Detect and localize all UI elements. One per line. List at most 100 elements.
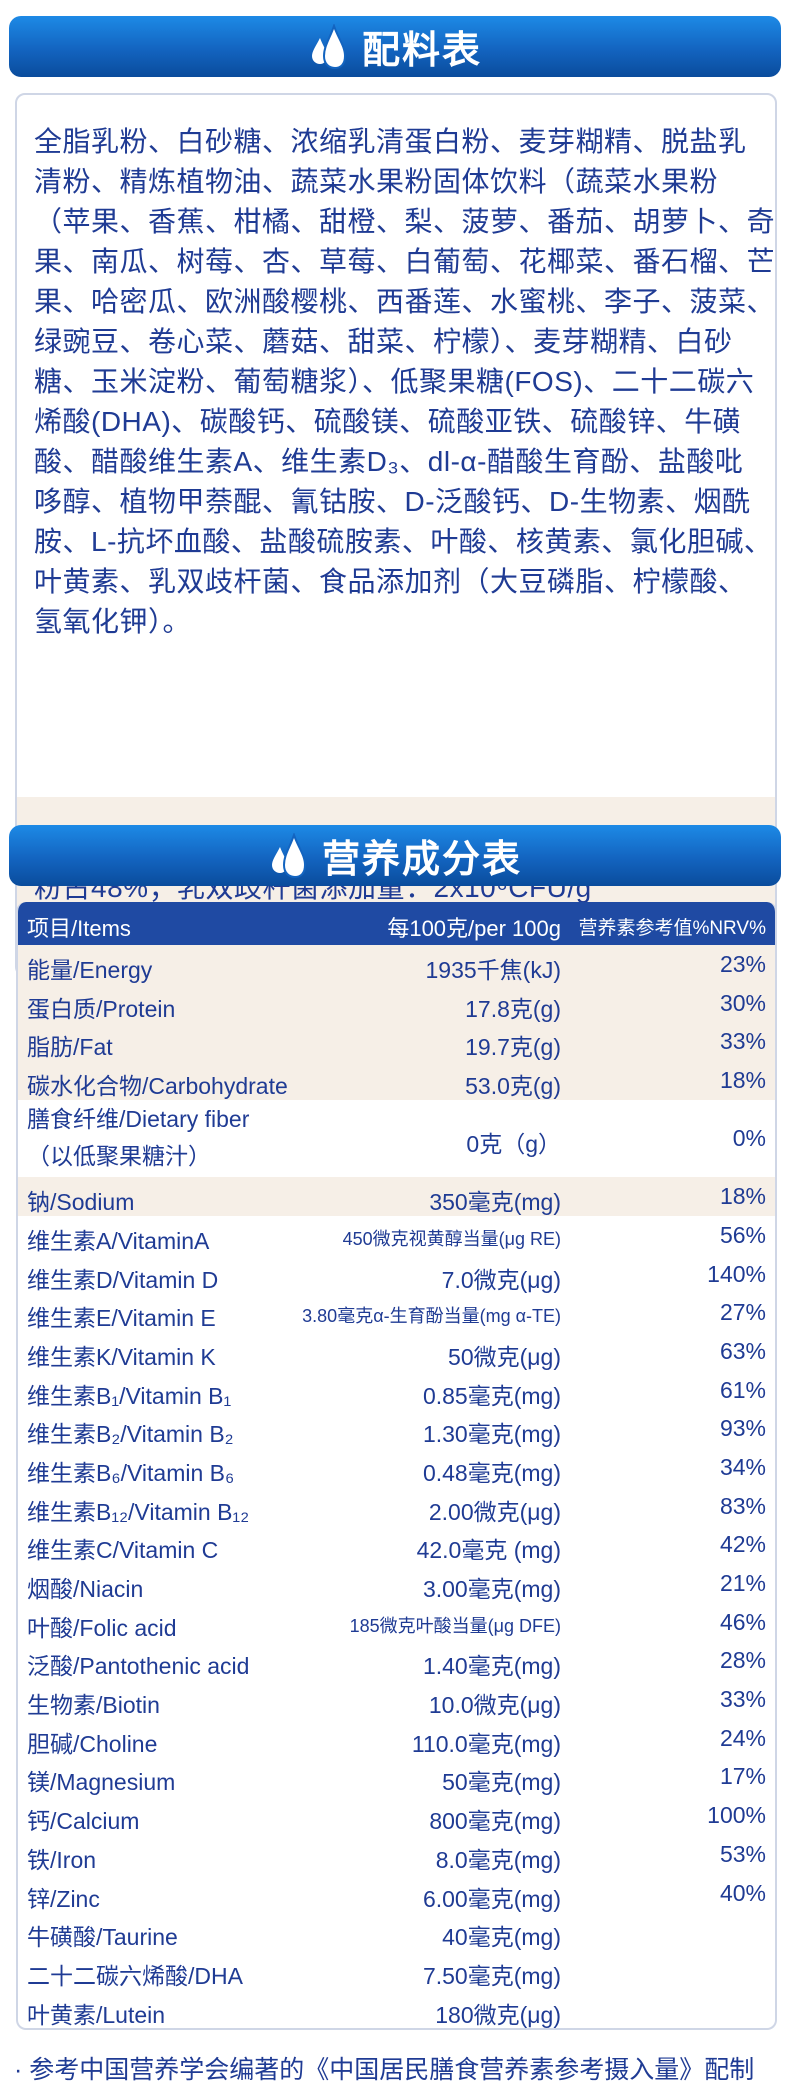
item-amount: 7.0微克(μg) (441, 1266, 561, 1293)
item-nrv: 21% (719, 1570, 766, 1597)
item-amount: 450微克视黄醇当量(μg RE) (342, 1228, 561, 1249)
item-name: 膳食纤维/Dietary fiber （以低聚果糖汁） (27, 1105, 250, 1169)
table-row: 铁/Iron 8.0毫克(mg) 53% (18, 1835, 775, 1874)
item-nrv: 17% (719, 1763, 766, 1790)
footnote: · 参考中国营养学会编著的《中国居民膳食营养素参考摄入量》配制 (14, 2056, 755, 2084)
ingredients-box: 全脂乳粉、白砂糖、浓缩乳清蛋白粉、麦芽糊精、脱盐乳 清粉、精炼植物油、蔬菜水果粉固… (15, 93, 777, 977)
item-name: 镁/Magnesium (27, 1769, 176, 1796)
table-row: 钙/Calcium 800毫克(mg) 100% (18, 1796, 775, 1835)
ingredients-line: 叶黄素、乳双歧杆菌、食品添加剂（大豆磷脂、柠檬酸、 (34, 566, 747, 597)
item-name: 维生素B₂/Vitamin B₂ (27, 1421, 234, 1448)
header-per-100g: 每100克/per 100g (387, 916, 561, 941)
item-nrv: 33% (719, 1686, 766, 1713)
item-nrv: 30% (719, 989, 766, 1016)
item-name: 维生素B₁₂/Vitamin B₁₂ (27, 1498, 250, 1525)
table-row: 胆碱/Choline 110.0毫克(mg) 24% (18, 1719, 775, 1758)
table-row: 烟酸/Niacin 3.00毫克(mg) 21% (18, 1564, 775, 1603)
item-amount: 350毫克(mg) (429, 1189, 561, 1216)
table-row: 维生素B₁/Vitamin B₁ 0.85毫克(mg) 61% (18, 1371, 775, 1410)
item-amount: 3.00毫克(mg) (422, 1576, 561, 1603)
item-amount: 0.48毫克(mg) (422, 1459, 561, 1486)
item-nrv: 53% (719, 1840, 766, 1867)
table-row: 脂肪/Fat 19.7克(g) 33% (18, 1022, 775, 1062)
item-amount: 19.7克(g) (465, 1034, 561, 1061)
item-nrv: 24% (719, 1724, 766, 1751)
header-items: 项目/Items (27, 916, 131, 941)
item-nrv: 28% (719, 1647, 766, 1674)
item-amount: 800毫克(mg) (429, 1808, 561, 1835)
nutrition-title: 营养成分表 (321, 839, 522, 881)
item-nrv: 0% (732, 1124, 766, 1151)
ingredients-line: 糖、玉米淀粉、葡萄糖浆）、低聚果糖(FOS)、二十二碳六 (34, 366, 755, 397)
table-row: 泛酸/Pantothenic acid 1.40毫克(mg) 28% (18, 1641, 775, 1680)
ingredients-line: 酸、醋酸维生素A、维生素D₃、dl-α-醋酸生育酚、盐酸吡 (34, 446, 744, 477)
table-row: 维生素B₂/Vitamin B₂ 1.30毫克(mg) 93% (18, 1409, 775, 1448)
ingredients-line: 果、南瓜、树莓、杏、草莓、白葡萄、花椰菜、番石榴、芒 (34, 246, 776, 277)
nutrition-table: 项目/Items 每100克/per 100g 营养素参考值%NRV% 能量/E… (16, 902, 777, 2030)
item-name: 胆碱/Choline (27, 1730, 158, 1757)
table-row: 维生素D/Vitamin D 7.0微克(μg) 140% (18, 1255, 775, 1294)
item-nrv: 42% (719, 1531, 766, 1558)
item-amount: 50毫克(mg) (442, 1769, 561, 1796)
item-amount: 180微克(μg) (435, 2001, 561, 2028)
item-amount: 2.00微克(μg) (428, 1498, 561, 1525)
table-row: 叶酸/Folic acid 185微克叶酸当量(μg DFE) 46% (18, 1603, 775, 1642)
item-nrv: 33% (719, 1028, 766, 1055)
table-row: 叶黄素/Lutein 180微克(μg) (18, 1990, 775, 2028)
ingredients-line: 全脂乳粉、白砂糖、浓缩乳清蛋白粉、麦芽糊精、脱盐乳 (34, 126, 747, 157)
item-name: 维生素C/Vitamin C (27, 1537, 219, 1564)
item-amount: 17.8克(g) (465, 995, 561, 1022)
item-amount: 110.0毫克(mg) (411, 1730, 561, 1757)
table-row: 牛磺酸/Taurine 40毫克(mg) (18, 1912, 775, 1951)
table-row: 锌/Zinc 6.00毫克(mg) 40% (18, 1874, 775, 1913)
item-name: 维生素B₆/Vitamin B₆ (27, 1459, 235, 1486)
table-row: 维生素A/VitaminA 450微克视黄醇当量(μg RE) 56% (18, 1216, 775, 1255)
item-name: 维生素K/Vitamin K (27, 1343, 216, 1370)
item-nrv: 83% (719, 1492, 766, 1519)
item-amount: 50微克(μg) (448, 1343, 561, 1370)
item-nrv: 140% (707, 1260, 766, 1287)
item-amount: 3.80毫克α-生育酚当量(mg α-TE) (302, 1306, 561, 1327)
water-drop-icon (311, 23, 346, 69)
item-name: 钠/Sodium (27, 1189, 135, 1216)
item-name: 能量/Energy (27, 957, 153, 983)
ingredients-line: 氢氧化钾）。 (34, 606, 192, 637)
item-amount: 6.00毫克(mg) (422, 1885, 561, 1912)
item-nrv: 34% (719, 1453, 766, 1480)
item-nrv: 18% (719, 1183, 766, 1210)
table-row: 蛋白质/Protein 17.8克(g) 30% (18, 983, 775, 1023)
item-amount: 40毫克(mg) (442, 1924, 561, 1951)
item-nrv: 100% (707, 1802, 766, 1829)
item-name: 叶酸/Folic acid (27, 1614, 177, 1641)
table-row: 维生素B₁₂/Vitamin B₁₂ 2.00微克(μg) 83% (18, 1487, 775, 1526)
item-nrv: 93% (719, 1415, 766, 1442)
item-name: 生物素/Biotin (27, 1692, 160, 1719)
item-nrv: 40% (719, 1879, 766, 1906)
table-row: 碳水化合物/Carbohydrate 53.0克(g) 18% (18, 1061, 775, 1100)
item-name: 铁/Iron (27, 1846, 97, 1873)
item-amount: 185微克叶酸当量(μg DFE) (349, 1615, 561, 1636)
item-name: 牛磺酸/Taurine (27, 1924, 178, 1951)
item-amount: 1.30毫克(mg) (422, 1421, 561, 1448)
nutrition-banner: 营养成分表 (9, 825, 781, 886)
item-nrv: 46% (719, 1608, 766, 1635)
ingredients-banner: 配料表 (9, 16, 781, 77)
item-name: 维生素D/Vitamin D (27, 1266, 219, 1293)
item-amount: 8.0毫克(mg) (435, 1846, 561, 1873)
item-nrv: 23% (719, 951, 766, 977)
ingredients-line: 绿豌豆、卷心菜、蘑菇、甜菜、柠檬）、麦芽糊精、白砂 (34, 326, 733, 357)
table-row: 维生素K/Vitamin K 50微克(μg) 63% (18, 1332, 775, 1371)
item-name: 维生素A/VitaminA (27, 1227, 210, 1254)
header-nrv: 营养素参考值%NRV% (578, 918, 766, 939)
ingredients-list: 全脂乳粉、白砂糖、浓缩乳清蛋白粉、麦芽糊精、脱盐乳 清粉、精炼植物油、蔬菜水果粉固… (17, 95, 775, 642)
item-amount: 10.0微克(μg) (428, 1692, 561, 1719)
table-row: 维生素E/Vitamin E 3.80毫克α-生育酚当量(mg α-TE) 27% (18, 1293, 775, 1332)
table-row: 膳食纤维/Dietary fiber （以低聚果糖汁） 0克（g） 0% (18, 1100, 775, 1177)
table-row: 生物素/Biotin 10.0微克(μg) 33% (18, 1680, 775, 1719)
ingredients-line: 烯酸(DHA)、碳酸钙、硫酸镁、硫酸亚铁、硫酸锌、牛磺 (34, 406, 742, 437)
water-drop-icon (271, 832, 306, 878)
item-name: 叶黄素/Lutein (27, 2001, 166, 2028)
table-row: 钠/Sodium 350毫克(mg) 18% (18, 1177, 775, 1216)
table-row: 镁/Magnesium 50毫克(mg) 17% (18, 1757, 775, 1796)
item-name: 脂肪/Fat (27, 1034, 113, 1061)
